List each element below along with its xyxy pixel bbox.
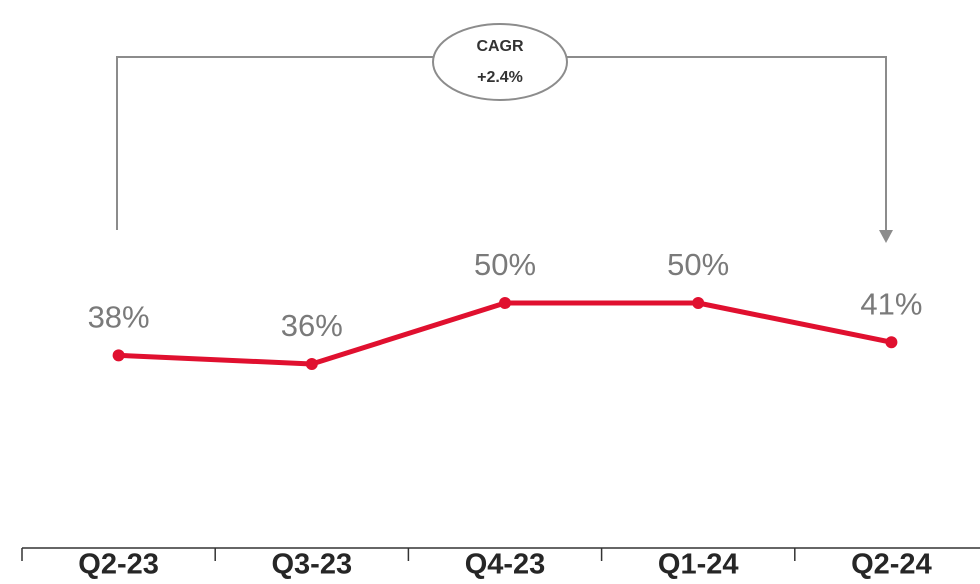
point <box>692 297 705 309</box>
point <box>885 336 898 349</box>
x-tick-label: Q4-23 <box>465 549 546 581</box>
line <box>118 300 892 367</box>
point <box>305 358 318 371</box>
x-tick-label: Q2-24 <box>851 549 932 581</box>
annotation-value: +2.4% <box>477 69 523 86</box>
value-label: 36% <box>281 308 343 343</box>
cagr-bubble <box>432 23 568 101</box>
x-tick-label: Q1-24 <box>658 549 739 581</box>
arrow-head <box>879 230 893 243</box>
cagr-bracket <box>116 56 887 232</box>
annotation-label: CAGR <box>476 38 524 55</box>
value-label: 50% <box>474 247 536 282</box>
value-label: 50% <box>667 247 729 282</box>
bracket-right <box>566 56 887 232</box>
point <box>499 297 511 309</box>
point <box>112 349 125 362</box>
x-tick-label: Q3-23 <box>271 549 352 581</box>
x-tick-label: Q2-23 <box>78 549 159 581</box>
value-label: 38% <box>88 300 150 335</box>
bracket-left <box>116 56 434 230</box>
value-label: 41% <box>860 286 922 321</box>
